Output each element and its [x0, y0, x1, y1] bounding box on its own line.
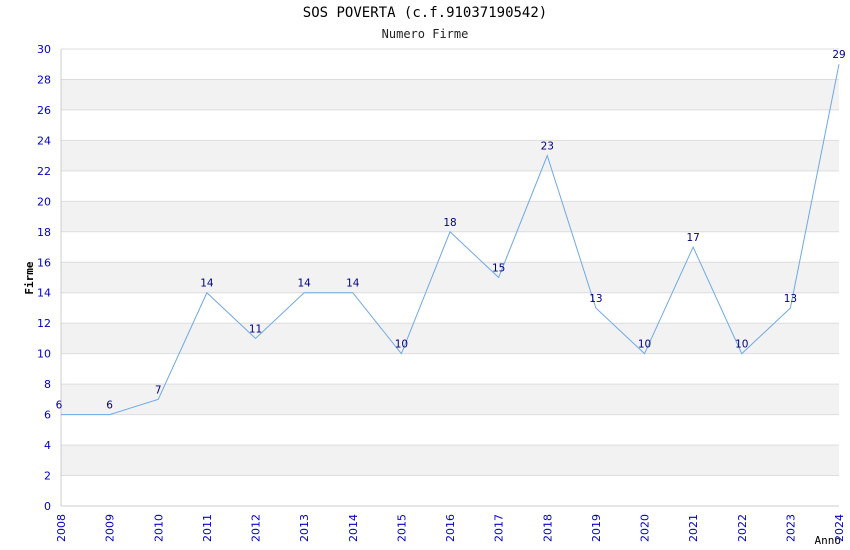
x-tick-label: 2018	[541, 514, 554, 542]
x-tick-label: 2022	[736, 514, 749, 542]
y-tick-label: 10	[37, 348, 51, 361]
y-tick-label: 2	[44, 470, 51, 483]
grid-band	[61, 445, 839, 476]
grid-band	[61, 201, 839, 232]
grid-lines	[61, 48, 839, 507]
x-tick-label: 2024	[833, 514, 846, 542]
y-tick-label: 20	[37, 195, 51, 208]
y-axis-label: Firme	[23, 261, 36, 294]
data-label: 10	[638, 339, 651, 351]
y-tick-label: 4	[44, 439, 51, 452]
y-tick-label: 12	[37, 317, 51, 330]
x-tick-label: 2012	[250, 514, 263, 542]
grid-band	[61, 323, 839, 354]
y-tick-label: 14	[37, 287, 51, 300]
series-line	[61, 64, 840, 416]
data-label: 6	[56, 400, 63, 412]
data-label: 14	[200, 278, 214, 290]
x-tick-labels: 2008 2009 2010 2011 2012 2013 2014 2015 2016 2017…	[55, 514, 846, 542]
grid-band	[61, 384, 839, 415]
y-tick-label: 28	[37, 73, 51, 86]
x-tick-label: 2011	[201, 514, 214, 542]
data-label: 18	[443, 217, 456, 229]
data-label: 13	[589, 293, 602, 305]
data-label: 23	[541, 141, 554, 153]
data-label: 29	[832, 49, 845, 61]
x-tick-label: 2013	[298, 514, 311, 542]
data-label: 10	[395, 339, 408, 351]
x-tick-label: 2019	[590, 514, 603, 542]
y-tick-label: 18	[37, 226, 51, 239]
x-tick-label: 2020	[639, 514, 652, 542]
data-labels: 6 6 7 14 11 14 14 10 18 15 23 13 10 17 10 13 29	[56, 49, 846, 411]
y-tick-label: 24	[37, 134, 51, 147]
data-label: 6	[106, 400, 113, 412]
y-tick-label: 0	[44, 500, 51, 513]
data-label: 10	[735, 339, 748, 351]
data-label: 15	[492, 263, 505, 275]
data-label: 7	[155, 384, 162, 396]
x-tick-label: 2010	[152, 514, 165, 542]
chart-subtitle: Numero Firme	[381, 27, 469, 41]
grid-bands	[61, 79, 839, 476]
x-tick-label: 2023	[784, 514, 797, 542]
y-tick-label: 16	[37, 256, 51, 269]
grid-band	[61, 79, 839, 110]
y-tick-label: 8	[44, 378, 51, 391]
x-tick-label: 2016	[444, 514, 457, 542]
grid-band	[61, 262, 839, 293]
data-label: 14	[297, 278, 311, 290]
x-tick-label: 2009	[104, 514, 117, 542]
data-label: 14	[346, 278, 360, 290]
data-label: 17	[686, 232, 699, 244]
x-tick-label: 2014	[347, 514, 360, 542]
y-tick-label: 6	[44, 409, 51, 422]
chart-title: SOS POVERTA (c.f.91037190542)	[302, 5, 548, 21]
data-label: 11	[249, 323, 262, 335]
grid-band	[61, 140, 839, 171]
x-tick-label: 2021	[687, 514, 700, 542]
y-tick-label: 22	[37, 165, 51, 178]
x-tick-label: 2008	[55, 514, 68, 542]
y-tick-label: 26	[37, 104, 51, 117]
x-axis-label: Anno	[815, 534, 842, 547]
y-tick-label: 30	[37, 43, 51, 56]
data-label: 13	[784, 293, 797, 305]
x-tick-label: 2017	[493, 514, 506, 542]
x-tick-label: 2015	[395, 514, 408, 542]
